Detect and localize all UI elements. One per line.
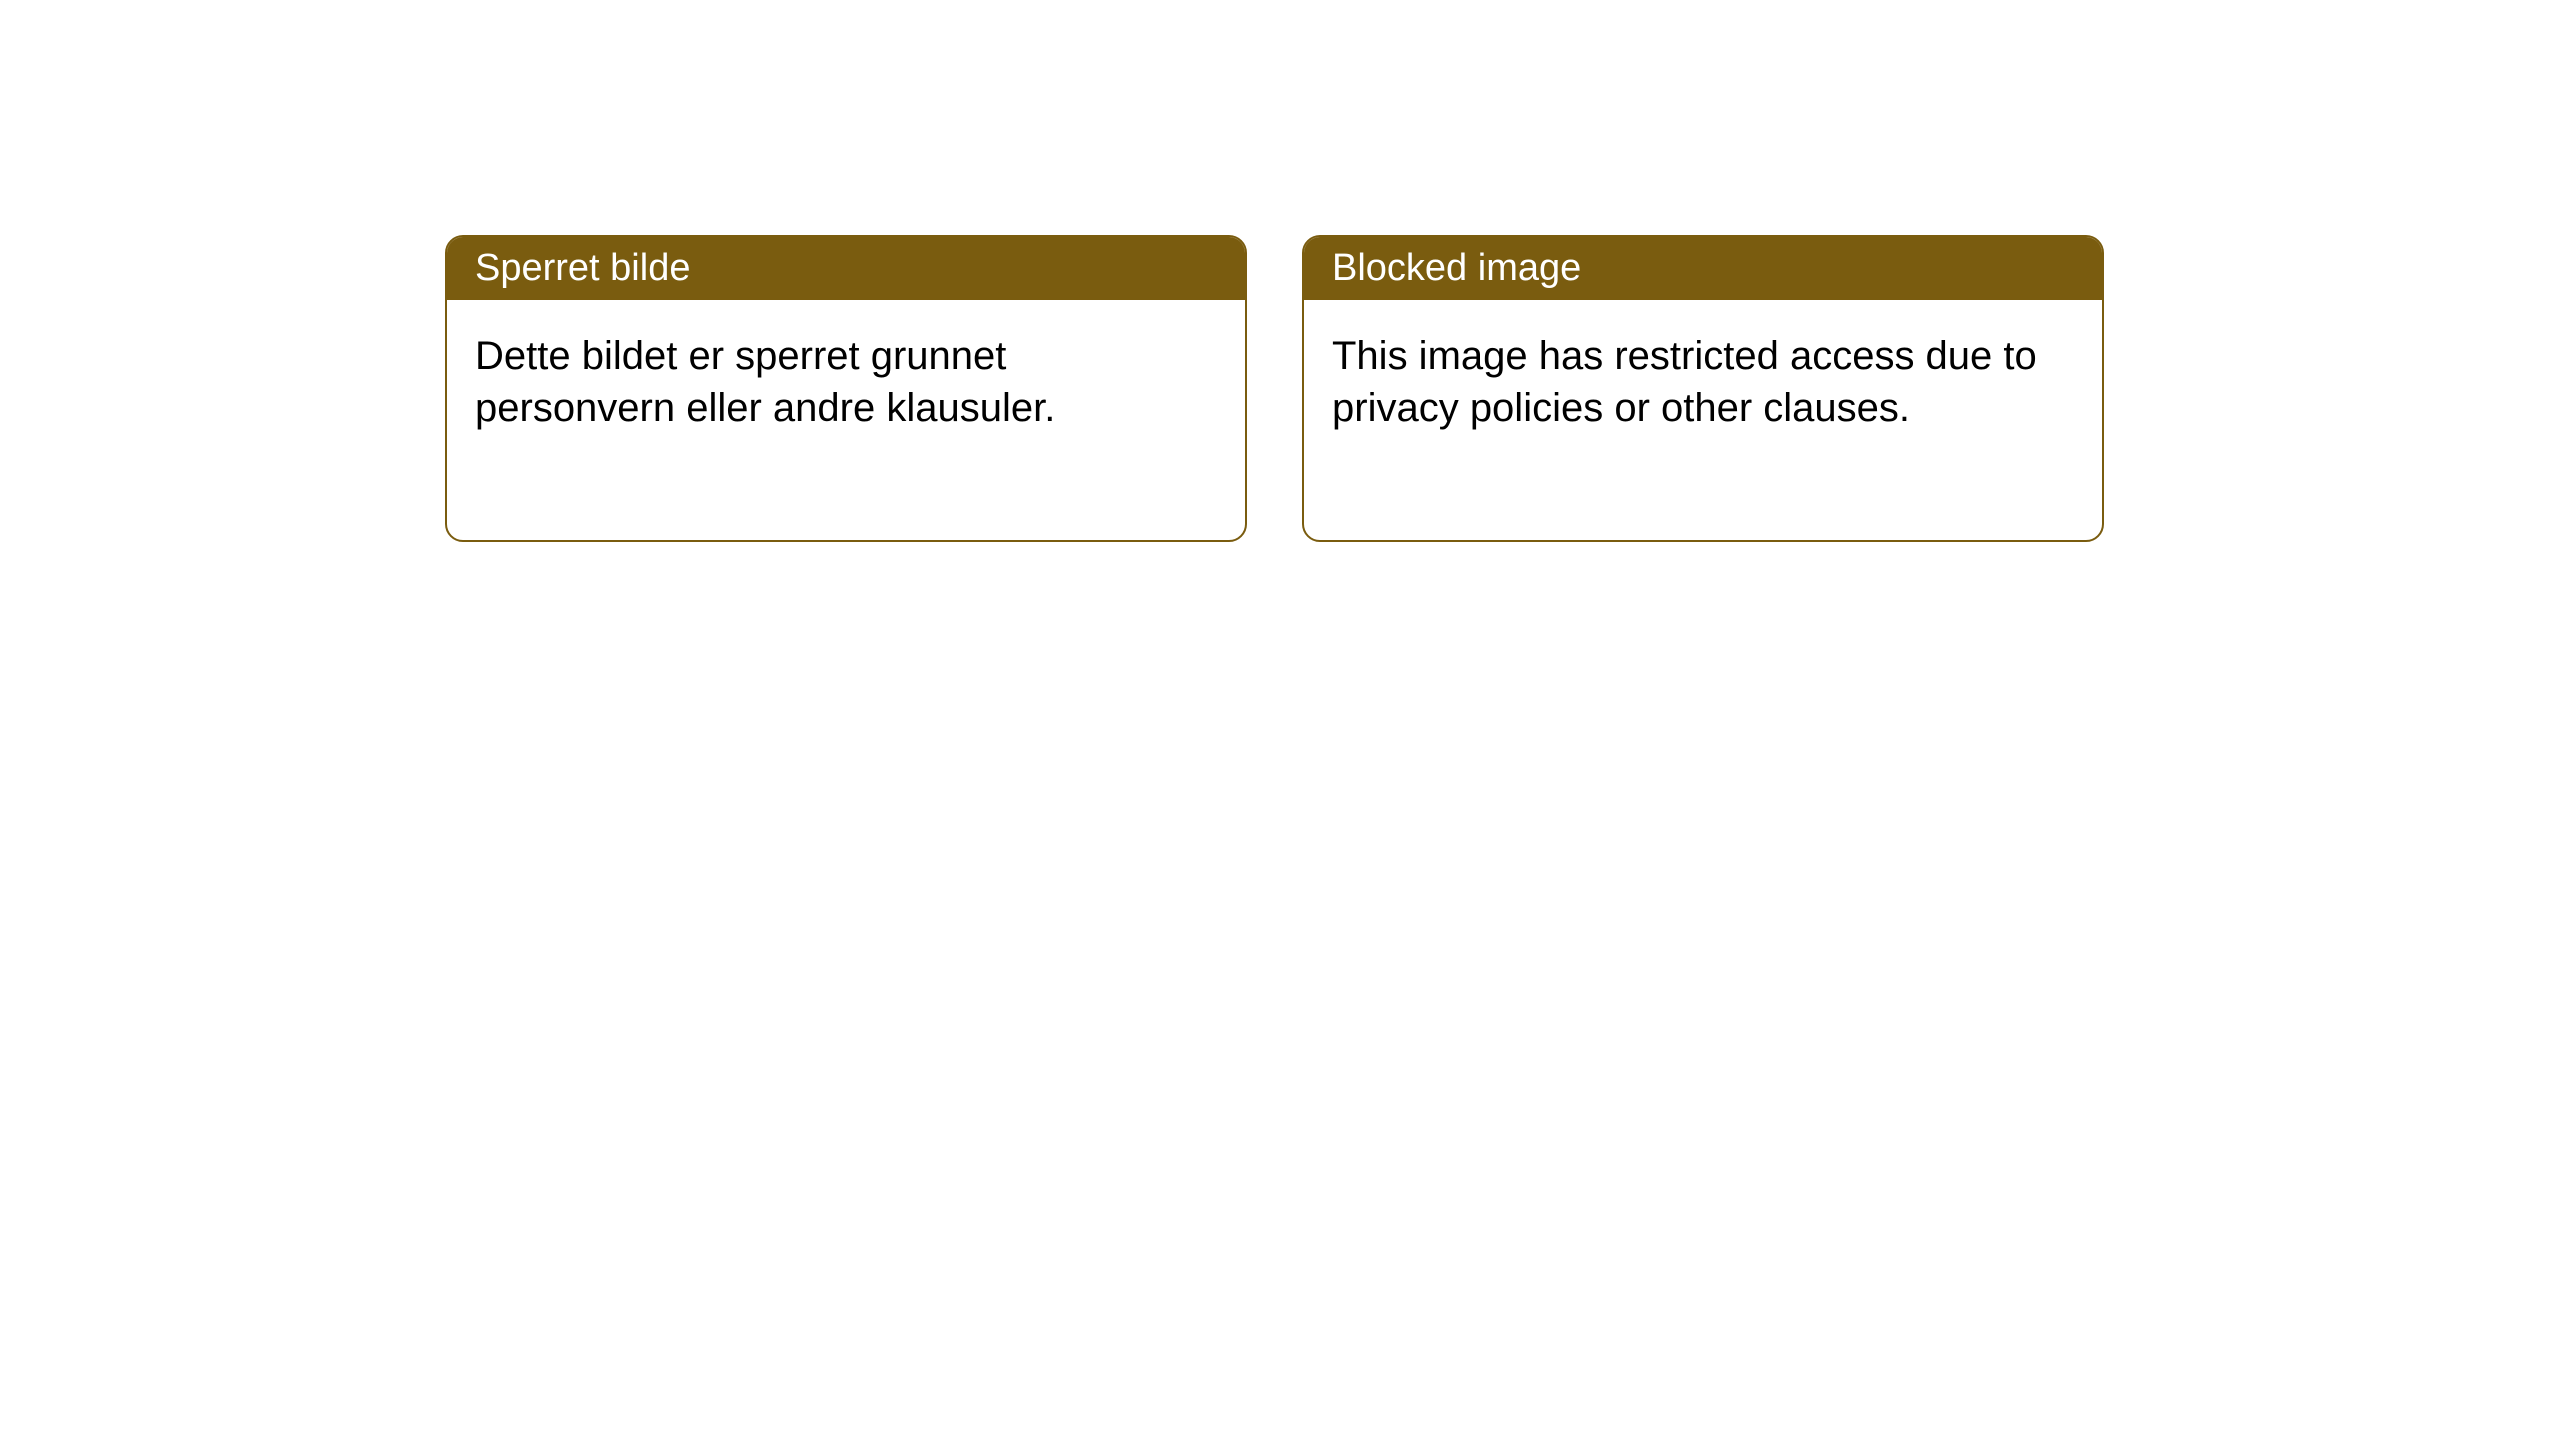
card-body-text-en: This image has restricted access due to … bbox=[1332, 334, 2037, 430]
blocked-image-card-en: Blocked image This image has restricted … bbox=[1302, 235, 2104, 542]
blocked-image-card-no: Sperret bilde Dette bildet er sperret gr… bbox=[445, 235, 1247, 542]
card-header-no: Sperret bilde bbox=[447, 237, 1245, 300]
card-body-en: This image has restricted access due to … bbox=[1304, 300, 2102, 540]
notice-container: Sperret bilde Dette bildet er sperret gr… bbox=[445, 235, 2104, 542]
card-body-text-no: Dette bildet er sperret grunnet personve… bbox=[475, 334, 1055, 430]
card-header-en: Blocked image bbox=[1304, 237, 2102, 300]
card-body-no: Dette bildet er sperret grunnet personve… bbox=[447, 300, 1245, 540]
card-title-no: Sperret bilde bbox=[475, 247, 690, 289]
card-title-en: Blocked image bbox=[1332, 247, 1581, 289]
